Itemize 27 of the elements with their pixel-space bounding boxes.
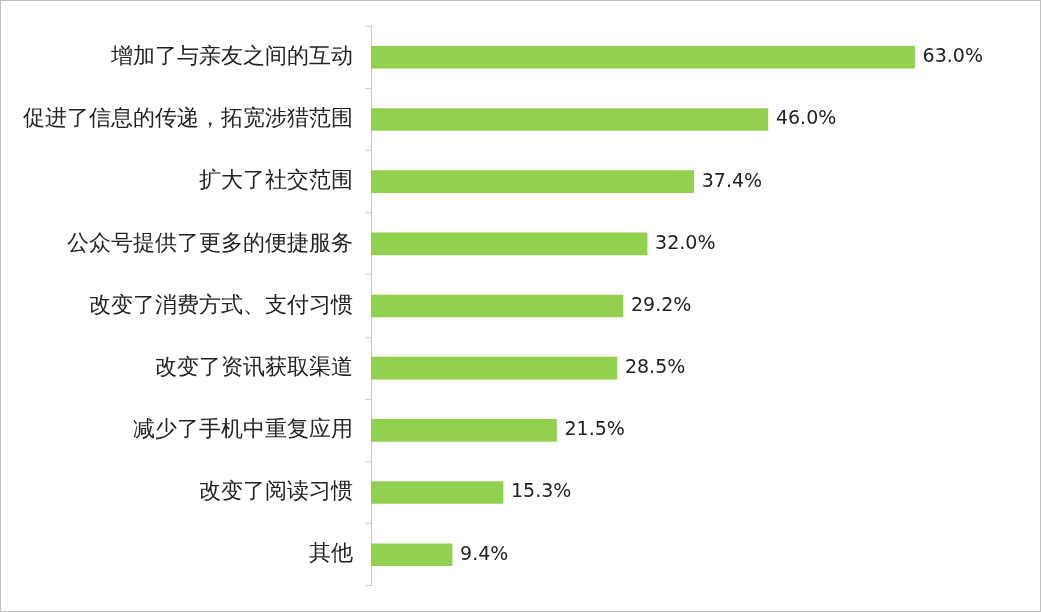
data-label: 15.3% xyxy=(511,479,572,502)
bar xyxy=(371,356,618,380)
data-label: 32.0% xyxy=(655,230,716,253)
y-tick-label: 改变了资讯获取渠道 xyxy=(155,353,353,379)
y-tick-label: 改变了消费方式、支付习惯 xyxy=(89,291,353,317)
y-tick-label: 其他 xyxy=(309,540,353,566)
bar xyxy=(371,294,624,318)
bar xyxy=(371,419,557,442)
y-tick-label: 改变了阅读习惯 xyxy=(199,478,353,504)
bar xyxy=(371,108,769,131)
y-tick-label: 扩大了社交范围 xyxy=(199,167,353,193)
bar xyxy=(371,170,695,193)
data-label: 29.2% xyxy=(630,292,692,315)
y-tick-label: 公众号提供了更多的便捷服务 xyxy=(67,229,353,255)
y-tick-label: 促进了信息的传递，拓宽涉猎范围 xyxy=(23,105,353,131)
bar xyxy=(371,543,453,567)
data-label: 21.5% xyxy=(564,417,625,440)
data-label: 37.4% xyxy=(701,168,763,191)
bar xyxy=(371,232,648,256)
y-tick-label: 增加了与亲友之间的互动 xyxy=(110,43,353,69)
y-tick-label: 减少了手机中重复应用 xyxy=(133,416,353,442)
data-label: 28.5% xyxy=(624,355,686,378)
bar xyxy=(371,481,504,504)
bar xyxy=(371,45,915,69)
data-label: 63.0% xyxy=(922,44,983,67)
data-label: 46.0% xyxy=(775,106,837,129)
data-label: 9.4% xyxy=(460,541,509,564)
